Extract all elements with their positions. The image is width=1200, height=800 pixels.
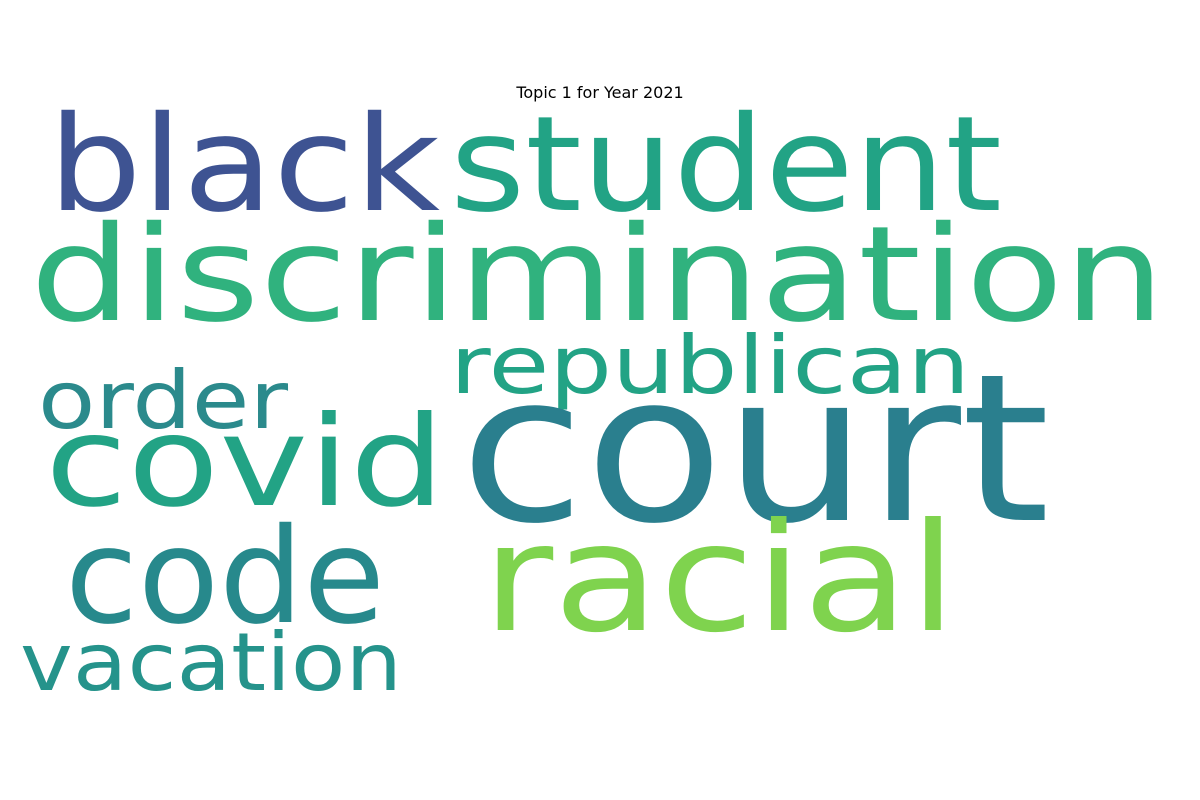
figure-title: Topic 1 for Year 2021 <box>516 83 684 102</box>
word-covid: covid <box>45 390 445 535</box>
word-racial: racial <box>482 492 957 666</box>
word-republican: republican <box>450 319 970 412</box>
word-order: order <box>38 354 288 447</box>
word-code: code <box>65 500 385 654</box>
word-discrimination: discrimination <box>30 198 1165 352</box>
word-vacation: vacation <box>20 616 402 709</box>
word-student: student <box>450 88 1002 242</box>
word-black: black <box>48 88 441 242</box>
word-court: court <box>460 331 1050 569</box>
